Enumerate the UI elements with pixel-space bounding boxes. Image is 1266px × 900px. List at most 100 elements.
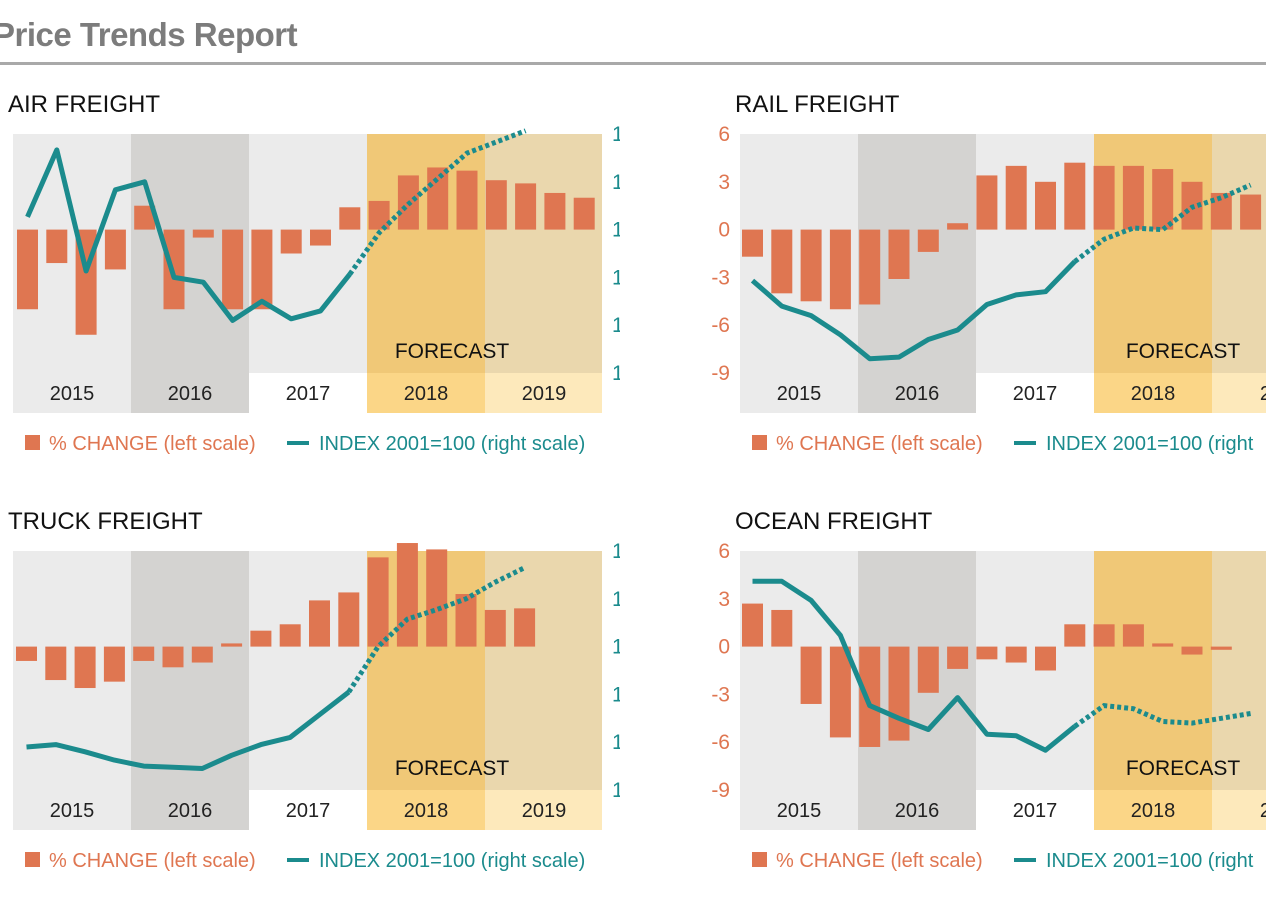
legend-bar-label: % CHANGE (left scale)	[49, 433, 256, 455]
legend-line-label: INDEX 2001=100 (right scale)	[319, 433, 585, 455]
right-axis-tick: 170	[612, 123, 620, 146]
bar	[74, 646, 96, 689]
left-axis-tick: -6	[711, 731, 730, 754]
year-band-2019	[485, 134, 602, 373]
legend-line-label: INDEX 2001=100 (right	[1046, 850, 1254, 872]
legend-line-label: INDEX 2001=100 (right scale)	[319, 850, 585, 872]
bar	[16, 646, 37, 661]
bar	[104, 229, 126, 270]
ocean-freight-chart: OCEAN FREIGHT 2015 2016 2017 2018 20 FORECAST 6…	[711, 508, 1266, 872]
right-axis-tick: 155	[612, 540, 620, 563]
bar	[192, 229, 214, 238]
bar	[426, 549, 448, 647]
bar	[427, 167, 449, 230]
year-label: 2016	[895, 800, 940, 822]
right-axis-tick: 155	[612, 362, 620, 385]
left-axis-tick: 3	[718, 588, 730, 611]
bar	[800, 646, 822, 704]
bar	[976, 175, 998, 230]
legend-bar-swatch	[752, 852, 767, 867]
legend-line-swatch	[287, 441, 309, 445]
year-label-band	[367, 790, 485, 830]
year-label: 2016	[168, 800, 213, 822]
bar	[1181, 646, 1203, 655]
bar	[309, 600, 330, 647]
year-band-2019	[485, 551, 602, 790]
year-band-2018	[367, 134, 485, 373]
year-band-20	[1212, 551, 1266, 790]
bar	[1064, 624, 1086, 647]
bar	[859, 646, 881, 747]
year-label: 2018	[1131, 800, 1176, 822]
bar	[947, 646, 969, 669]
legend-bar-label: % CHANGE (left scale)	[49, 850, 256, 872]
bar	[947, 223, 969, 230]
left-axis-tick: -3	[711, 266, 730, 289]
year-label-band	[1094, 373, 1212, 413]
bar	[1152, 643, 1174, 647]
bar	[456, 170, 478, 230]
truck-freight-chart: TRUCK FREIGHT 2015 2016 2017 2018 2019 FORECAS…	[8, 508, 647, 872]
rail-freight-panel: RAIL FREIGHT 2015 2016 2017 2018 20 FORECAST 6 3…	[700, 80, 1266, 475]
chart-title: OCEAN FREIGHT	[735, 508, 933, 535]
bar	[338, 592, 360, 647]
bar	[222, 229, 244, 310]
left-axis-tick: 6	[718, 123, 730, 146]
bar	[162, 646, 184, 668]
year-label: 2016	[895, 383, 940, 405]
forecast-label: FORECAST	[1126, 757, 1241, 780]
right-axis-tick: 135	[612, 779, 620, 802]
forecast-label: FORECAST	[395, 340, 510, 363]
bar	[1122, 624, 1144, 647]
left-axis-tick: 3	[718, 171, 730, 194]
bar	[1005, 646, 1027, 663]
bar	[455, 594, 477, 647]
year-label: 2017	[1013, 383, 1058, 405]
bar	[1064, 162, 1086, 230]
right-axis-tick: 158	[612, 314, 620, 337]
bar	[1005, 165, 1027, 230]
index-line	[26, 690, 351, 771]
title-divider	[0, 62, 1266, 65]
bar	[133, 646, 155, 661]
bar	[888, 229, 910, 279]
ocean-freight-panel: OCEAN FREIGHT 2015 2016 2017 2018 20 FORECAST 6…	[700, 497, 1266, 892]
left-axis-tick: -9	[711, 779, 730, 802]
legend-line-swatch	[1014, 441, 1036, 445]
year-label: 2019	[522, 800, 567, 822]
year-label: 2015	[50, 800, 95, 822]
bar	[484, 609, 506, 647]
year-label: 2018	[404, 800, 449, 822]
index-line	[750, 259, 1077, 362]
year-label-band	[249, 790, 367, 830]
bar	[1035, 181, 1056, 230]
bar	[742, 229, 763, 257]
bar	[1152, 169, 1174, 230]
legend-bar-label: % CHANGE (left scale)	[776, 433, 983, 455]
bar	[514, 608, 536, 647]
bar	[280, 229, 302, 254]
bar	[221, 643, 243, 647]
year-label-band	[858, 373, 976, 413]
year-label-band	[367, 373, 485, 413]
year-label: 2017	[286, 800, 331, 822]
air-freight-panel: AIR FREIGHT 2015 2016 2017 2018 2019 FORECAST 1…	[0, 80, 647, 475]
year-label-band	[13, 373, 131, 413]
bar	[1240, 194, 1262, 230]
year-label-band	[131, 790, 249, 830]
year-label-band	[1212, 373, 1266, 413]
bar	[800, 229, 822, 302]
year-label-band	[485, 373, 602, 413]
chart-title: RAIL FREIGHT	[735, 91, 900, 118]
forecast-label: FORECAST	[395, 757, 510, 780]
year-band-2016	[131, 551, 249, 790]
left-axis-tick: -9	[711, 362, 730, 385]
year-label-band	[13, 790, 131, 830]
chart-title: AIR FREIGHT	[8, 91, 160, 118]
report-title: Price Trends Report	[0, 16, 298, 53]
bar	[888, 646, 910, 741]
bar	[103, 646, 125, 682]
year-label: 2018	[1131, 383, 1176, 405]
year-label: 2015	[50, 383, 95, 405]
bar	[17, 229, 38, 310]
